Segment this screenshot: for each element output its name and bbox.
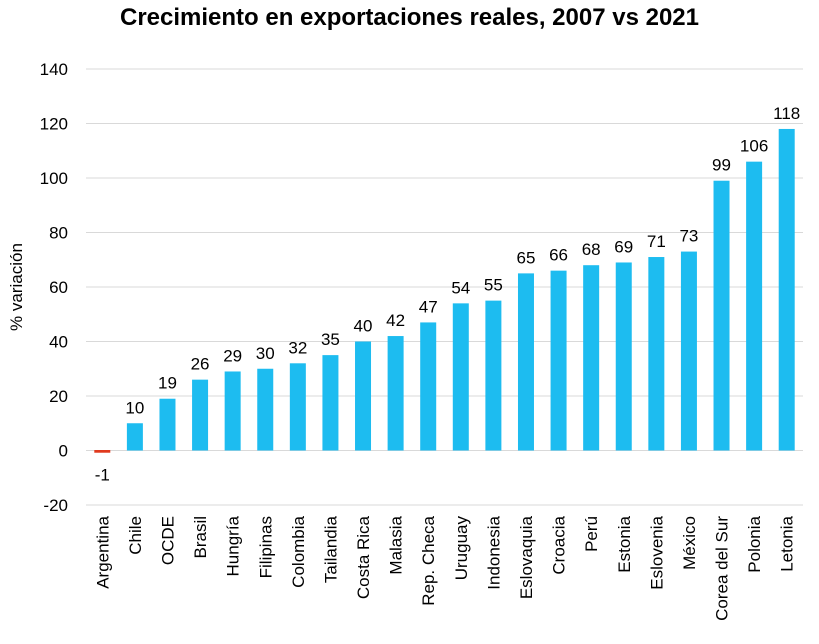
data-labels: -1 10 19 26 29 30 32 35 40 42 47 54 55 65 66 68 69 71 73 99… bbox=[95, 104, 801, 485]
data-label: 99 bbox=[712, 156, 731, 175]
bar bbox=[550, 270, 567, 451]
y-tick-label: 40 bbox=[49, 333, 68, 352]
data-label: 29 bbox=[223, 346, 242, 365]
x-category-label: Brasil bbox=[191, 516, 210, 559]
data-label: 47 bbox=[419, 297, 438, 316]
y-tick-label: 60 bbox=[49, 278, 68, 297]
y-tick-label: 100 bbox=[40, 169, 68, 188]
data-label: 19 bbox=[158, 374, 177, 393]
x-category-label: Eslovaquia bbox=[517, 515, 536, 599]
bar bbox=[615, 262, 632, 451]
x-category-label: Estonia bbox=[615, 515, 634, 572]
bar bbox=[648, 257, 665, 451]
x-category-label: México bbox=[680, 516, 699, 570]
bar bbox=[713, 180, 730, 451]
x-category-label: Croacia bbox=[550, 515, 569, 574]
bar bbox=[452, 303, 469, 451]
x-axis-categories: Argentina Chile OCDE Brasil Hungría Filipinas… bbox=[93, 515, 796, 620]
data-label: 54 bbox=[451, 278, 470, 297]
y-axis-ticks: -20 0 20 40 60 80 100 120 140 bbox=[40, 60, 68, 515]
bar bbox=[224, 371, 241, 451]
data-label: 68 bbox=[582, 240, 601, 259]
y-tick-label: 120 bbox=[40, 115, 68, 134]
data-label: 65 bbox=[517, 248, 536, 267]
y-axis-title: % variación bbox=[7, 243, 26, 331]
data-label: 40 bbox=[354, 317, 373, 336]
x-category-label: Filipinas bbox=[256, 516, 275, 578]
x-category-label: Perú bbox=[582, 516, 601, 552]
x-category-label: Corea del Sur bbox=[713, 516, 732, 621]
data-label: 106 bbox=[740, 137, 768, 156]
x-category-label: Argentina bbox=[93, 515, 112, 588]
data-label: 118 bbox=[773, 104, 800, 123]
x-category-label: Chile bbox=[126, 516, 145, 555]
data-label: 55 bbox=[484, 276, 503, 295]
bar bbox=[192, 379, 209, 451]
x-category-label: Uruguay bbox=[452, 516, 471, 581]
data-label: 73 bbox=[679, 227, 698, 246]
data-label: 32 bbox=[288, 338, 307, 357]
bar bbox=[159, 398, 176, 451]
data-label: 35 bbox=[321, 330, 340, 349]
x-category-label: Malasia bbox=[387, 515, 406, 574]
x-category-label: Eslovenia bbox=[647, 515, 666, 589]
bar bbox=[322, 355, 339, 451]
bar bbox=[355, 341, 372, 451]
x-category-label: Rep. Checa bbox=[419, 515, 438, 605]
bar bbox=[387, 336, 404, 451]
bar bbox=[126, 423, 143, 451]
bar bbox=[680, 251, 697, 451]
data-label: 42 bbox=[386, 311, 405, 330]
x-category-label: Indonesia bbox=[484, 515, 503, 589]
data-label: 71 bbox=[647, 232, 666, 251]
data-label: -1 bbox=[95, 466, 110, 485]
data-label: 26 bbox=[191, 355, 210, 374]
bar bbox=[289, 363, 306, 451]
bar bbox=[517, 273, 534, 451]
bar bbox=[778, 128, 795, 451]
bars bbox=[94, 128, 795, 453]
y-tick-label: 140 bbox=[40, 60, 68, 79]
bar bbox=[420, 322, 437, 451]
x-category-label: Costa Rica bbox=[354, 515, 373, 599]
data-label: 69 bbox=[614, 237, 633, 256]
data-label: 30 bbox=[256, 344, 275, 363]
x-category-label: Polonia bbox=[745, 515, 764, 572]
x-category-label: Hungría bbox=[224, 515, 243, 576]
y-tick-label: 80 bbox=[49, 224, 68, 243]
bar bbox=[94, 450, 111, 453]
chart-title: Crecimiento en exportaciones reales, 200… bbox=[120, 4, 699, 31]
y-tick-label: 20 bbox=[49, 387, 68, 406]
bar bbox=[746, 161, 763, 451]
data-label: 10 bbox=[125, 398, 144, 417]
bar bbox=[257, 368, 274, 451]
x-category-label: OCDE bbox=[158, 516, 177, 565]
bar bbox=[583, 265, 600, 451]
y-tick-label: -20 bbox=[43, 496, 68, 515]
bar bbox=[485, 300, 502, 451]
data-label: 66 bbox=[549, 246, 568, 265]
x-category-label: Tailandia bbox=[321, 515, 340, 583]
y-tick-label: 0 bbox=[59, 442, 68, 461]
x-category-label: Colombia bbox=[289, 515, 308, 587]
x-category-label: Letonia bbox=[778, 515, 797, 571]
